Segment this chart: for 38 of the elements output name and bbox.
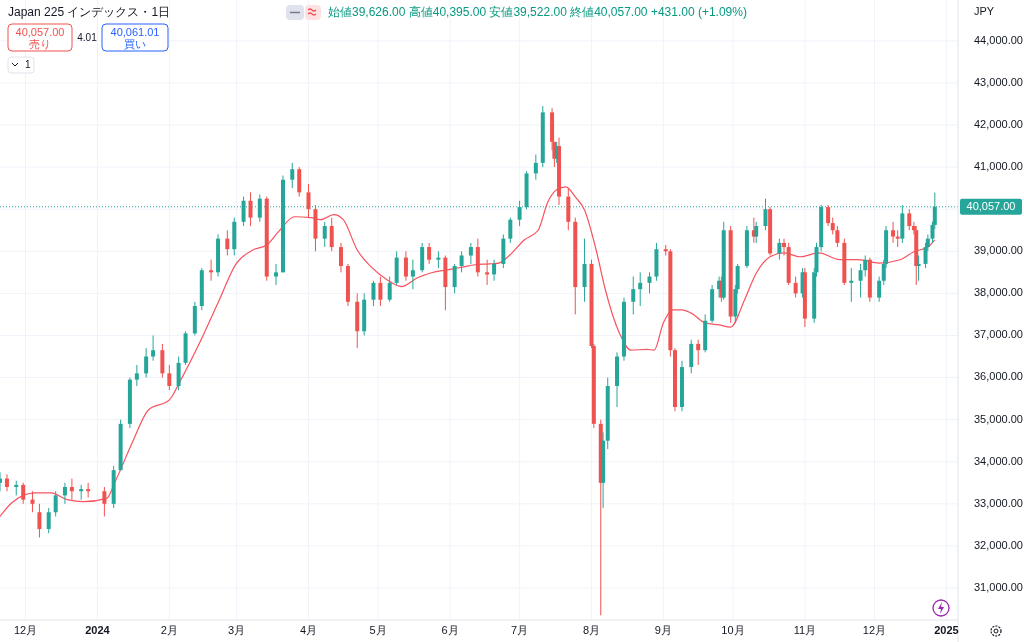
y-tick-label: 39,000.00 (974, 244, 1023, 257)
x-tick-label: 8月 (582, 623, 601, 636)
y-tick-label: 42,000.00 (974, 117, 1023, 130)
annotation: 4.01 (77, 31, 98, 43)
annotation: 買い (124, 37, 146, 50)
annotation: 売り (29, 37, 51, 50)
y-tick-label: 44,000.00 (974, 33, 1023, 46)
annotation: 1 (25, 58, 31, 70)
annotation: 始値39,626.00 高値40,395.00 安値39,522.00 終値40,057.00 +431.00 (+1.09%) (328, 5, 747, 20)
y-tick-label: 38,000.00 (974, 286, 1023, 299)
y-tick-label: 43,000.00 (974, 75, 1023, 88)
x-tick-label: 7月 (511, 623, 529, 636)
x-tick-label: 12月 (13, 623, 38, 636)
x-tick-label: 2025 (934, 623, 959, 636)
text: JPY (974, 4, 995, 17)
line-series (0, 186, 936, 518)
x-tick-label: 10月 (721, 623, 745, 636)
y-tick-label: 33,000.00 (974, 496, 1023, 509)
annotation: 40,061.01 (110, 25, 160, 38)
text: Japan 225 インデックス・1日 (8, 5, 171, 20)
x-tick-label: 4月 (299, 623, 318, 636)
ref-line-label: 40,057.00 (966, 199, 1016, 212)
x-tick-label: 2024 (85, 623, 111, 636)
x-tick-label: 9月 (654, 623, 672, 636)
x-tick-label: 3月 (228, 623, 246, 636)
y-tick-label: 32,000.00 (974, 538, 1023, 551)
y-tick-label: 34,000.00 (974, 454, 1023, 467)
y-tick-label: 36,000.00 (974, 370, 1023, 383)
y-tick-label: 35,000.00 (974, 412, 1023, 425)
x-tick-label: 6月 (441, 623, 459, 636)
x-tick-label: 5月 (369, 623, 387, 636)
x-tick-label: 2月 (160, 623, 178, 636)
annotation: 40,057.00 (15, 25, 65, 38)
y-tick-label: 31,000.00 (974, 580, 1023, 593)
y-tick-label: 41,000.00 (974, 160, 1023, 173)
y-tick-label: 37,000.00 (974, 328, 1023, 341)
x-tick-label: 12月 (862, 623, 887, 636)
x-tick-label: 11月 (793, 623, 817, 636)
